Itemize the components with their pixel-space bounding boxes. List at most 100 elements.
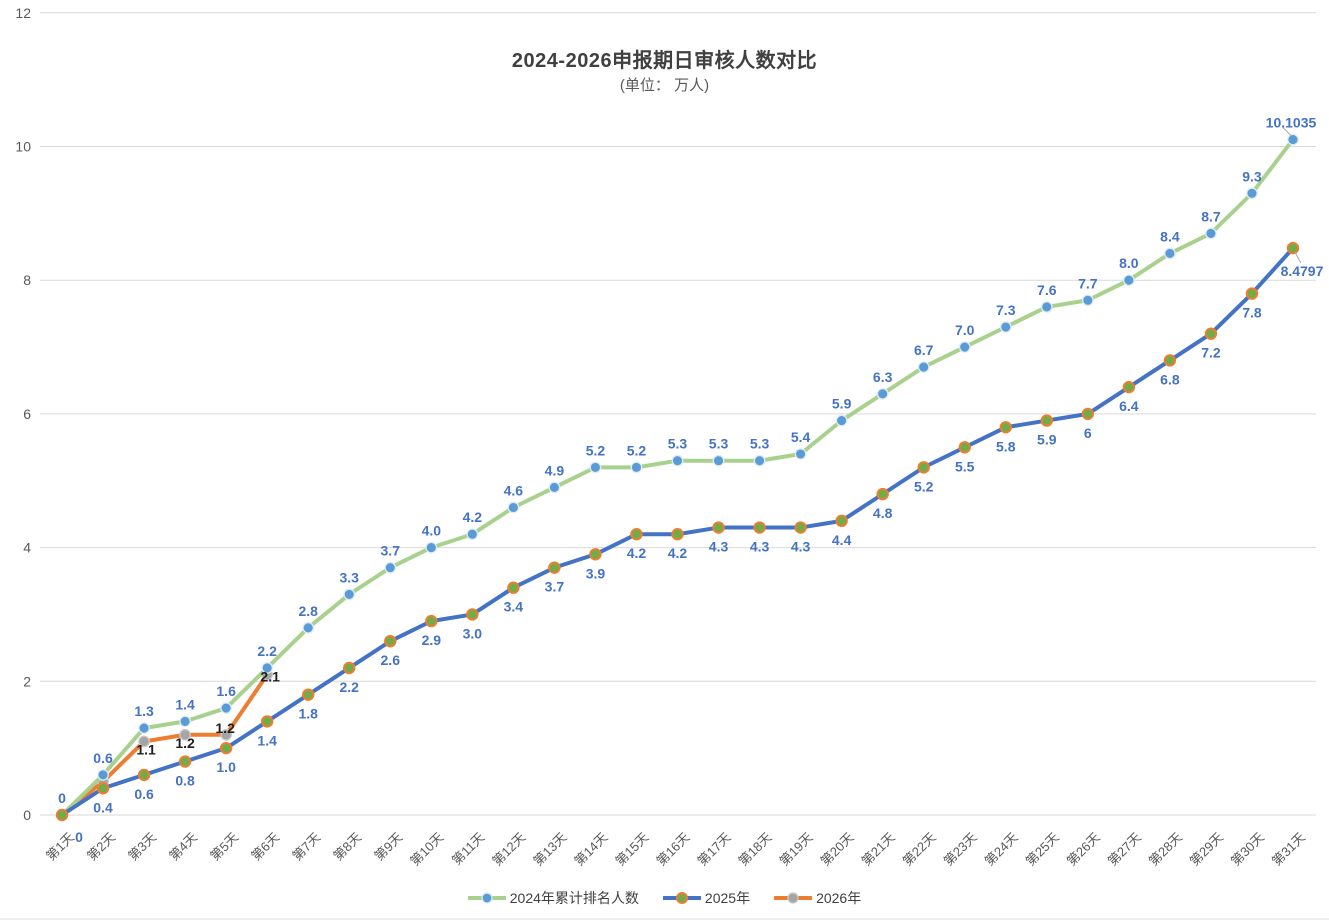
data-label: 6.4 — [1119, 398, 1139, 414]
data-point-marker — [343, 661, 356, 675]
data-point-marker — [138, 722, 150, 734]
data-point-marker — [794, 448, 807, 460]
data-point-marker — [548, 481, 561, 494]
data-label: 0 — [75, 829, 83, 845]
data-label: 1.1 — [136, 741, 156, 757]
data-point-marker — [179, 715, 191, 728]
data-point-marker — [958, 441, 971, 454]
data-label: 5.4 — [791, 429, 811, 445]
label-leader-line — [1294, 251, 1302, 264]
data-label: 4.4 — [832, 532, 852, 548]
x-tick-label: 第13天 — [530, 830, 569, 869]
data-point-marker — [671, 528, 684, 541]
data-point-marker — [548, 561, 561, 574]
data-label: 1.6 — [216, 683, 236, 699]
data-point-marker — [876, 387, 889, 400]
data-point-marker — [507, 581, 520, 594]
x-tick-label: 第11天 — [449, 830, 488, 869]
data-label: 4.2 — [668, 545, 688, 561]
data-label: 1.2 — [175, 735, 195, 751]
data-label: 4.3 — [791, 539, 811, 555]
data-label: 0.4 — [93, 799, 113, 815]
series-line — [60, 137, 1295, 817]
data-label: 6.8 — [1160, 371, 1180, 387]
data-label: 1.3 — [134, 703, 154, 719]
data-label: 6.3 — [873, 369, 893, 385]
data-point-marker — [178, 755, 192, 768]
x-tick-label: 第15天 — [612, 830, 651, 869]
data-label: 6 — [1084, 425, 1092, 441]
y-tick-label: 2 — [23, 673, 31, 689]
data-point-marker — [999, 321, 1012, 333]
data-point-marker — [1122, 380, 1136, 394]
legend-marker-icon — [774, 892, 813, 904]
data-point-marker — [753, 454, 766, 467]
legend-item-2: 2026年 — [774, 888, 861, 908]
data-point-marker — [589, 461, 602, 474]
data-point-marker — [343, 588, 356, 601]
data-label: 2.8 — [298, 603, 318, 619]
data-point-marker — [712, 521, 725, 534]
data-label: 7.0 — [955, 322, 975, 338]
data-label: 8.4797 — [1281, 263, 1324, 279]
data-point-marker — [712, 454, 725, 467]
x-tick-label: 第2天 — [84, 830, 118, 864]
x-tick-label: 第9天 — [371, 830, 405, 864]
data-label: 2.2 — [257, 643, 277, 659]
x-tick-label: 第30天 — [1228, 830, 1267, 869]
x-tick-label: 第14天 — [571, 830, 610, 869]
data-point-marker — [794, 521, 807, 534]
legend-item-0: 2024年累计排名人数 — [467, 888, 639, 908]
data-point-marker — [1081, 407, 1095, 421]
data-label: 4.2 — [463, 509, 483, 525]
y-tick-label: 6 — [23, 406, 31, 422]
label-leader-line — [1282, 127, 1292, 136]
data-label: 7.8 — [1242, 305, 1262, 321]
series-0-labels: 0 0.6 1.3 1.4 1.6 2.2 2.8 3.3 3.7 4.0 4.2 4.6 4.9 5.2… — [58, 115, 1316, 806]
data-label: 0.6 — [93, 750, 113, 766]
data-label: 4.2 — [627, 545, 647, 561]
data-point-marker — [630, 528, 643, 541]
data-label: 0.8 — [175, 773, 195, 789]
x-tick-label: 第18天 — [735, 830, 774, 869]
y-tick-label: 12 — [15, 5, 31, 21]
series-2-labels: 1.1 1.2 1.2 2.1 — [136, 669, 280, 758]
data-label: 5.3 — [750, 436, 770, 452]
data-point-marker — [958, 341, 971, 353]
data-point-marker — [384, 634, 397, 648]
series-line — [60, 672, 270, 817]
data-point-marker — [1287, 133, 1299, 146]
data-point-marker — [1163, 354, 1177, 367]
data-label: 4.3 — [709, 539, 729, 555]
data-point-marker — [96, 782, 110, 795]
x-tick-label: 第4天 — [166, 830, 200, 864]
data-label: 2.9 — [422, 632, 442, 648]
data-label: 4.0 — [422, 523, 442, 539]
data-label: 3.0 — [463, 625, 483, 641]
chart-title: 2024-2026申报期日审核人数对比 — [511, 50, 818, 72]
x-tick-label: 第12天 — [489, 830, 528, 869]
x-tick-label: 第3天 — [125, 830, 159, 864]
data-point-marker — [1081, 294, 1094, 307]
x-tick-label: 第21天 — [859, 830, 898, 869]
chart-legend: 2024年累计排名人数 2025年 2026年 — [0, 884, 1329, 912]
data-label: 0.6 — [134, 786, 154, 802]
data-label: 1.4 — [257, 732, 277, 748]
data-label: 5.2 — [586, 442, 606, 458]
data-label: 4.3 — [750, 539, 770, 555]
x-tick-label: 第6天 — [248, 830, 282, 864]
data-label: 3.9 — [586, 565, 606, 581]
data-point-marker — [301, 688, 315, 701]
x-axis-labels: 第1天 第2天 第3天 第4天 第5天 第6天 第7天 第8天 第9天 第10天 第11天 第12天第… — [43, 830, 1308, 869]
x-tick-label: 第19天 — [776, 830, 815, 869]
data-label: 5.3 — [709, 436, 729, 452]
data-label: 4.8 — [873, 505, 893, 521]
data-label: 5.3 — [668, 436, 688, 452]
data-label: 5.8 — [996, 438, 1016, 454]
data-label: 8.0 — [1119, 255, 1139, 271]
series-1 — [55, 241, 1300, 822]
chart-subtitle: (单位： 万人) — [619, 77, 710, 94]
data-label: 1.2 — [215, 720, 235, 736]
data-label: 4.9 — [545, 462, 565, 478]
